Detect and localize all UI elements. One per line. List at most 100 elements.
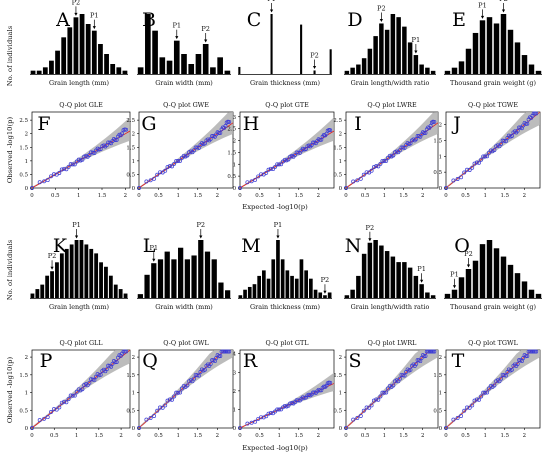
qq-point	[328, 380, 333, 385]
y-tick-label: 1	[439, 391, 442, 397]
x-tick-label: 2	[216, 433, 219, 439]
p2-marker-arrowhead	[466, 264, 471, 268]
histogram-bar	[98, 44, 103, 74]
histogram-bar	[521, 281, 528, 298]
histogram-bar	[407, 42, 413, 74]
y-tick-label: 1.5	[333, 373, 342, 379]
qq-point	[227, 349, 232, 354]
qq-point	[174, 158, 179, 163]
qq-point	[80, 387, 85, 392]
histogram-xlabel: Grain thickness (mm)	[250, 79, 320, 87]
qq-point	[192, 148, 197, 153]
x-tick-label: 1.5	[193, 433, 202, 439]
qq-point	[499, 376, 504, 381]
panel-letter: G	[141, 113, 156, 135]
panel-letter: E	[452, 9, 466, 31]
qq-point	[367, 170, 372, 175]
qq-point	[481, 390, 486, 395]
y-tick-label: 0	[339, 426, 343, 432]
histogram-bar	[379, 245, 384, 298]
qq-point	[185, 153, 190, 158]
histogram-bar	[50, 271, 54, 298]
histogram-bar	[402, 26, 407, 75]
x-tick-label: 1	[383, 193, 386, 199]
qq-point	[176, 159, 181, 163]
panel-letter: F	[37, 113, 50, 135]
qq-point	[459, 175, 464, 180]
qq-point	[509, 367, 514, 372]
y-tick-label: 0	[233, 186, 237, 192]
histogram-bar	[171, 259, 177, 298]
x-tick-label: 1	[383, 433, 386, 439]
x-tick-label: 1.5	[399, 433, 408, 439]
histogram-bar	[309, 278, 313, 298]
qq-point	[424, 349, 429, 354]
p2-marker-arrowhead	[368, 238, 372, 242]
qq-point	[364, 170, 369, 175]
y-tick-label: 1.5	[333, 145, 342, 151]
qq-point	[167, 397, 172, 402]
x-tick-label: 0	[30, 193, 34, 199]
panel-letter: I	[354, 113, 362, 135]
qq-point	[427, 349, 432, 354]
x-tick-label: 1	[483, 193, 486, 199]
histogram-bar	[373, 36, 378, 74]
histogram-bar	[110, 64, 116, 74]
y-tick-label: 2	[233, 139, 236, 145]
panel-k: Grain length (mm) P1 P2K	[30, 221, 128, 311]
qq-point	[98, 147, 103, 152]
qq-confidence-band	[346, 112, 438, 188]
qq-point	[358, 176, 363, 181]
qq-point	[54, 407, 59, 412]
qq-point	[167, 164, 172, 169]
qq-fit-line	[138, 349, 226, 429]
histogram-bar	[116, 67, 122, 74]
qq-point	[534, 349, 539, 354]
qq-point	[62, 399, 67, 404]
qq-point	[367, 405, 372, 410]
qq-point	[380, 390, 385, 395]
qq-point	[87, 153, 92, 157]
histogram-bar	[350, 67, 355, 74]
y-tick-label: 1	[339, 391, 342, 397]
qq-point	[249, 179, 254, 184]
qq-point	[391, 383, 396, 388]
x-tick-label: 0	[238, 433, 242, 439]
histogram-bar	[184, 259, 190, 298]
qq-point	[534, 111, 539, 116]
qq-point	[499, 141, 504, 146]
qq-title: Q-Q plot GLL	[59, 339, 103, 347]
qq-point	[462, 408, 467, 413]
qq-title: Q-Q plot TGWE	[468, 101, 518, 109]
qq-point	[474, 160, 479, 165]
histogram-bar	[535, 70, 542, 74]
p2-marker-arrowhead	[204, 39, 208, 43]
qq-point	[49, 410, 53, 414]
histogram-bar	[514, 273, 521, 298]
y-tick-label: 0.5	[333, 172, 342, 178]
p1-marker-label: P1	[149, 244, 158, 252]
histogram-bar	[384, 29, 390, 74]
histogram-bar	[313, 70, 316, 74]
qq-point	[155, 172, 160, 177]
qq-point	[467, 168, 472, 172]
histogram-bar	[367, 242, 373, 298]
panel-m: Grain thickness (mm) P1 P2 M	[238, 221, 332, 311]
qq-point	[378, 394, 383, 399]
qq-point	[432, 119, 437, 124]
histogram-bar	[204, 251, 211, 298]
histogram-bar	[113, 284, 118, 298]
histogram-bar	[137, 67, 144, 74]
qq-title: Q-Q plot GLE	[59, 101, 103, 109]
histogram-bar	[79, 14, 85, 74]
qq-point	[208, 361, 213, 366]
qq-point	[152, 176, 157, 181]
panel-c: Grain thickness (mm) P1 P2 C	[238, 0, 332, 87]
histogram-bar	[61, 37, 67, 74]
qq-point	[174, 390, 179, 395]
qq-point	[284, 404, 289, 409]
qq-point	[216, 354, 221, 359]
x-tick-label: 1	[176, 193, 179, 199]
qq-point	[474, 397, 479, 402]
